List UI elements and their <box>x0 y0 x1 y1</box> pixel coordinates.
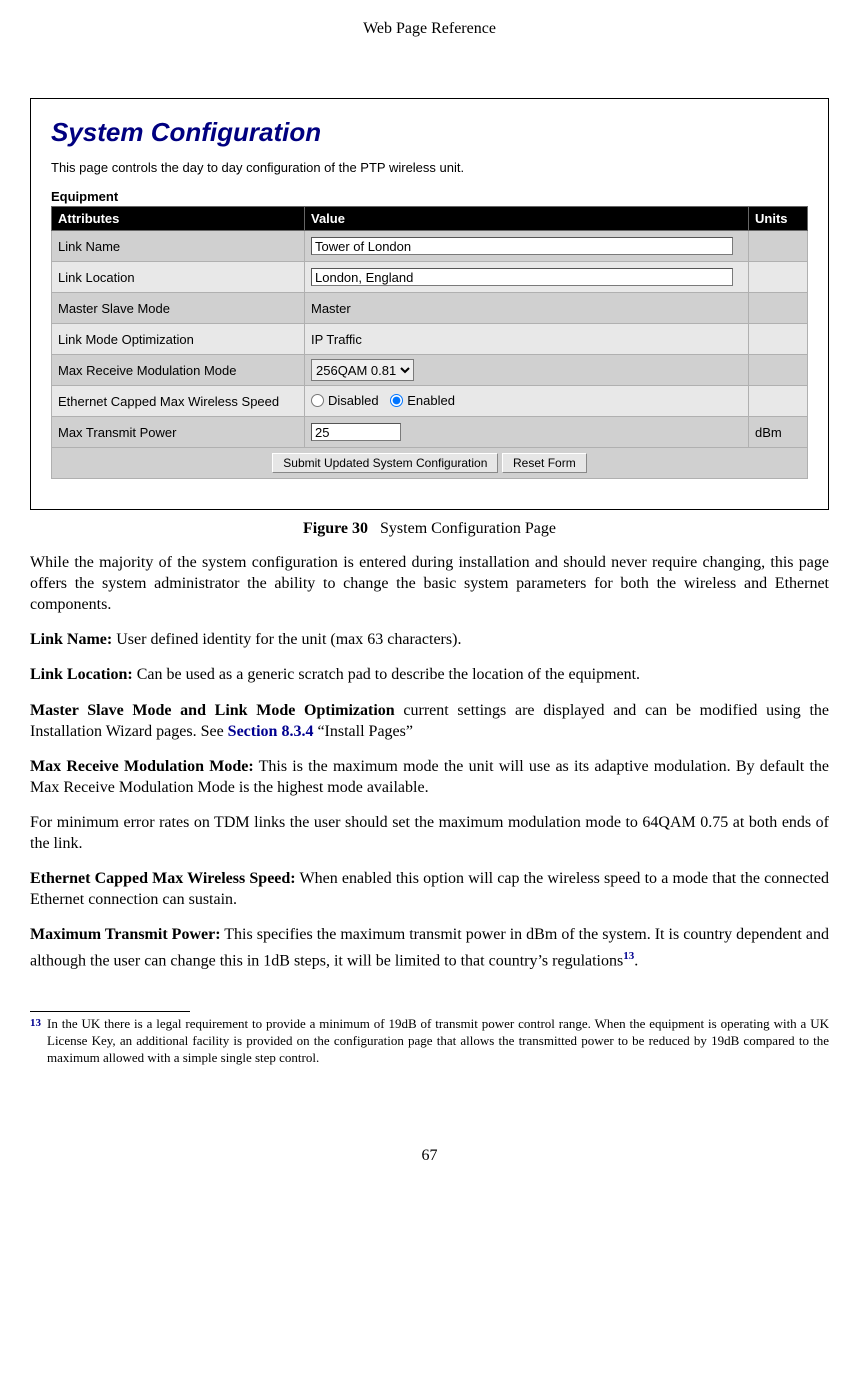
radio-eth-enabled[interactable] <box>390 394 403 407</box>
para-link-name: Link Name: User defined identity for the… <box>30 629 829 650</box>
equipment-label: Equipment <box>51 189 808 204</box>
th-value: Value <box>305 207 749 231</box>
page-number: 67 <box>30 1147 829 1165</box>
units-link-name <box>749 231 808 262</box>
config-page-title: System Configuration <box>51 117 808 148</box>
footnote-rule <box>30 1011 190 1012</box>
page-header: Web Page Reference <box>30 20 829 38</box>
attr-max-tx: Max Transmit Power <box>52 417 305 448</box>
label-eth-disabled: Disabled <box>328 393 379 408</box>
body-txp-b: . <box>634 952 638 969</box>
th-units: Units <box>749 207 808 231</box>
units-max-rx <box>749 355 808 386</box>
term-mslm: Master Slave Mode and Link Mode Optimiza… <box>30 702 395 719</box>
attr-lm-opt: Link Mode Optimization <box>52 324 305 355</box>
figure-number: Figure 30 <box>303 520 368 537</box>
attr-link-name: Link Name <box>52 231 305 262</box>
link-section-834[interactable]: Section 8.3.4 <box>228 723 314 740</box>
term-txp: Maximum Transmit Power: <box>30 926 221 943</box>
units-lm-opt <box>749 324 808 355</box>
body-link-location: Can be used as a generic scratch pad to … <box>133 666 640 683</box>
para-link-location: Link Location: Can be used as a generic … <box>30 664 829 685</box>
figure-caption: Figure 30 System Configuration Page <box>30 520 829 538</box>
attr-link-location: Link Location <box>52 262 305 293</box>
para-txp: Maximum Transmit Power: This specifies t… <box>30 924 829 971</box>
reset-form-button[interactable]: Reset Form <box>502 453 587 473</box>
value-lm-opt: IP Traffic <box>305 324 749 355</box>
body-mslm-b: “Install Pages” <box>313 723 413 740</box>
para-eth: Ethernet Capped Max Wireless Speed: When… <box>30 868 829 910</box>
footnote-text-13: In the UK there is a legal requirement t… <box>47 1016 829 1067</box>
value-ms-mode: Master <box>305 293 749 324</box>
submit-config-button[interactable]: Submit Updated System Configuration <box>272 453 498 473</box>
attr-eth-cap: Ethernet Capped Max Wireless Speed <box>52 386 305 417</box>
config-table: Attributes Value Units Link Name Link Lo… <box>51 206 808 479</box>
select-max-rx[interactable]: 256QAM 0.81 <box>311 359 414 381</box>
figure-title: System Configuration Page <box>380 520 556 537</box>
body-link-name: User defined identity for the unit (max … <box>112 631 461 648</box>
footnote-13: 13 In the UK there is a legal requiremen… <box>30 1016 829 1067</box>
radio-eth-disabled[interactable] <box>311 394 324 407</box>
label-eth-enabled: Enabled <box>407 393 455 408</box>
term-eth: Ethernet Capped Max Wireless Speed: <box>30 870 296 887</box>
para-tdm: For minimum error rates on TDM links the… <box>30 812 829 854</box>
term-link-name: Link Name: <box>30 631 112 648</box>
input-link-location[interactable] <box>311 268 733 286</box>
attr-ms-mode: Master Slave Mode <box>52 293 305 324</box>
para-intro: While the majority of the system configu… <box>30 552 829 615</box>
th-attributes: Attributes <box>52 207 305 231</box>
term-link-location: Link Location: <box>30 666 133 683</box>
footnote-ref-13[interactable]: 13 <box>623 950 634 962</box>
figure-screenshot: System Configuration This page controls … <box>30 98 829 510</box>
input-max-tx[interactable] <box>311 423 401 441</box>
units-link-location <box>749 262 808 293</box>
attr-max-rx: Max Receive Modulation Mode <box>52 355 305 386</box>
units-max-tx: dBm <box>749 417 808 448</box>
footnote-marker-13: 13 <box>30 1016 41 1030</box>
units-eth-cap <box>749 386 808 417</box>
para-maxrx: Max Receive Modulation Mode: This is the… <box>30 756 829 798</box>
units-ms-mode <box>749 293 808 324</box>
term-maxrx: Max Receive Modulation Mode: <box>30 758 254 775</box>
para-mslm: Master Slave Mode and Link Mode Optimiza… <box>30 700 829 742</box>
input-link-name[interactable] <box>311 237 733 255</box>
config-page-desc: This page controls the day to day config… <box>51 160 808 175</box>
